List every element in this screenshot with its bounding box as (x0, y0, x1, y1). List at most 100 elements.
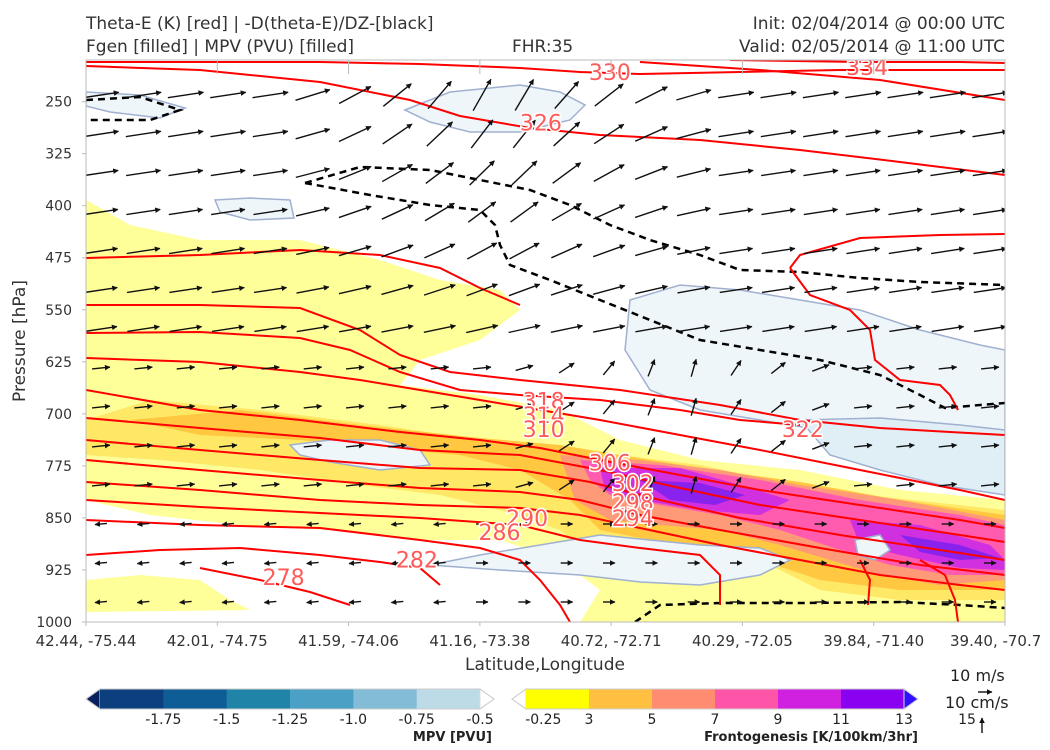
wind-vector (338, 125, 372, 143)
theta-e-label: 298 (612, 491, 654, 516)
theta-e-label: 310 (523, 418, 565, 443)
wind-vector (176, 481, 196, 488)
colorbar-swatch (100, 689, 164, 709)
wind-vector (221, 599, 235, 605)
wind-vector (972, 90, 1005, 99)
wind-vector (472, 78, 492, 112)
x-tick-label: 39.84, -71.40 (823, 632, 924, 650)
wind-vector (338, 284, 372, 295)
wind-vector (677, 324, 711, 333)
wind-vector (125, 129, 162, 138)
wind-vector (303, 403, 323, 410)
wind-vector (472, 403, 492, 410)
wind-vector (86, 168, 119, 176)
wind-vector (381, 163, 413, 183)
wind-vector (430, 403, 450, 410)
wind-vector (602, 360, 616, 376)
wind-vector (973, 207, 1005, 216)
wind-vector (125, 90, 162, 99)
colorbar-swatch (841, 689, 905, 709)
wind-vector (845, 129, 882, 138)
wind-vector (253, 246, 288, 255)
wind-vector (515, 403, 534, 411)
wind-vector (690, 475, 698, 494)
wind-vector (306, 521, 319, 527)
wind-vector (634, 205, 669, 219)
wind-vector (86, 90, 120, 98)
wind-vector (634, 165, 669, 180)
wind-vector (91, 481, 111, 488)
colorbar-swatch (290, 689, 354, 709)
colorbar-tick-label: -1.25 (272, 712, 308, 728)
wind-vector (719, 246, 754, 255)
wind-vector (86, 129, 120, 137)
wind-vector (845, 168, 881, 177)
colorbar-swatch (715, 689, 779, 709)
wind-vector (168, 246, 203, 255)
wind-vector (980, 442, 1000, 449)
colorbar-tick-label: -1.5 (213, 712, 240, 728)
wind-vector (303, 364, 323, 371)
wind-vector (804, 285, 838, 294)
wind-vector (176, 403, 196, 410)
wind-vector (179, 521, 192, 527)
wind-vector (558, 479, 575, 491)
wind-vector (718, 129, 755, 138)
colorbar-extend-high (479, 688, 495, 710)
wind-vector (888, 207, 923, 216)
wind-vector (169, 324, 203, 333)
wind-vector (295, 167, 331, 179)
wind-vector (211, 246, 246, 255)
wind-vector (558, 440, 575, 452)
wind-vector (677, 245, 711, 256)
wind-vector (888, 285, 923, 294)
x-axis: 42.44, -75.44 42.01, -74.75 41.59, -74.06 4… (36, 60, 1041, 650)
wind-vector (218, 481, 238, 488)
wind-vector (550, 283, 583, 296)
x-tick-label: 42.01, -74.75 (167, 632, 268, 650)
colorbar-tick-label: 11 (832, 712, 850, 728)
wind-vector (509, 242, 540, 260)
y-tick-label: 475 (45, 251, 72, 267)
colorbar-tick-label: -0.75 (399, 712, 435, 728)
wind-vector (338, 165, 372, 181)
wind-vector (930, 168, 966, 177)
wind-vector (550, 324, 584, 333)
wind-vector (930, 207, 966, 216)
wind-vector (803, 168, 839, 177)
wind-vector (592, 244, 626, 258)
wind-vector (853, 442, 873, 449)
wind-vector (761, 285, 796, 294)
colorbar-swatch (589, 689, 653, 709)
frontogenesis-colorbar-label: Frontogenesis [K/100km/3hr] (704, 730, 918, 745)
wind-vector (221, 521, 235, 527)
wind-vector (388, 403, 407, 410)
wind-vector (719, 285, 753, 294)
wind-vector (931, 324, 965, 333)
wind-vector (690, 397, 698, 416)
wind-vector (86, 285, 118, 293)
wind-vector (303, 481, 323, 488)
wind-vector (730, 360, 742, 376)
wind-vector (91, 364, 111, 371)
y-tick-label: 925 (45, 563, 72, 579)
wind-vector (86, 324, 118, 332)
wind-vector (381, 244, 414, 258)
frontogenesis-colorbar: 3 5 7 9 11 13 15 (511, 688, 976, 728)
x-tick-label: 39.40, -70.7 (950, 632, 1041, 650)
x-tick-label: 42.44, -75.44 (36, 632, 137, 650)
wind-vector (467, 201, 497, 223)
wind-vector (719, 324, 753, 333)
neg-dthetae-dz-contours (86, 95, 1005, 622)
wind-vector (896, 403, 915, 410)
wind-vector (179, 599, 192, 605)
wind-vector (126, 285, 161, 294)
x-axis-label: Latitude,Longitude (465, 655, 625, 675)
wind-vector (938, 364, 958, 371)
mpv-colorbar: -1.75 -1.5 -1.25 -1.0 -0.75 -0.5 -0.25 (85, 688, 561, 728)
wind-vector (938, 481, 958, 488)
wind-vector (972, 129, 1005, 138)
wind-vector (348, 521, 362, 527)
wind-vector (770, 478, 786, 492)
